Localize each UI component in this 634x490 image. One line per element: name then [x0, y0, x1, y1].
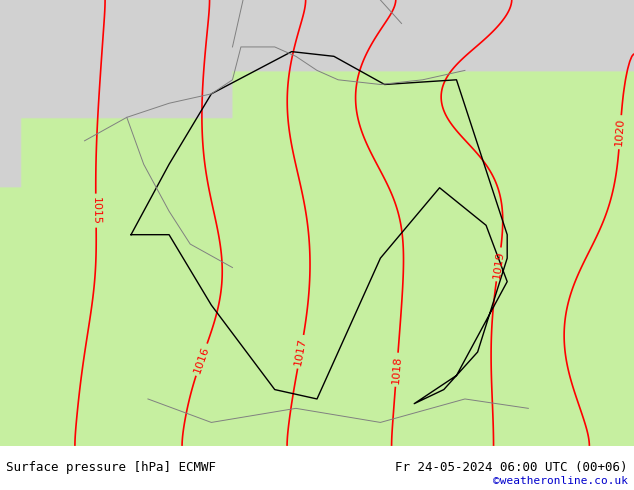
Text: 1019: 1019 — [492, 250, 505, 279]
Text: 1018: 1018 — [391, 355, 403, 384]
Text: Fr 24-05-2024 06:00 UTC (00+06): Fr 24-05-2024 06:00 UTC (00+06) — [395, 462, 628, 474]
Text: ©weatheronline.co.uk: ©weatheronline.co.uk — [493, 476, 628, 486]
Text: 1020: 1020 — [614, 118, 626, 147]
Text: 1017: 1017 — [294, 337, 308, 367]
Text: 1015: 1015 — [91, 196, 101, 225]
Text: 1016: 1016 — [192, 345, 210, 374]
Polygon shape — [0, 0, 634, 446]
Text: Surface pressure [hPa] ECMWF: Surface pressure [hPa] ECMWF — [6, 462, 216, 474]
